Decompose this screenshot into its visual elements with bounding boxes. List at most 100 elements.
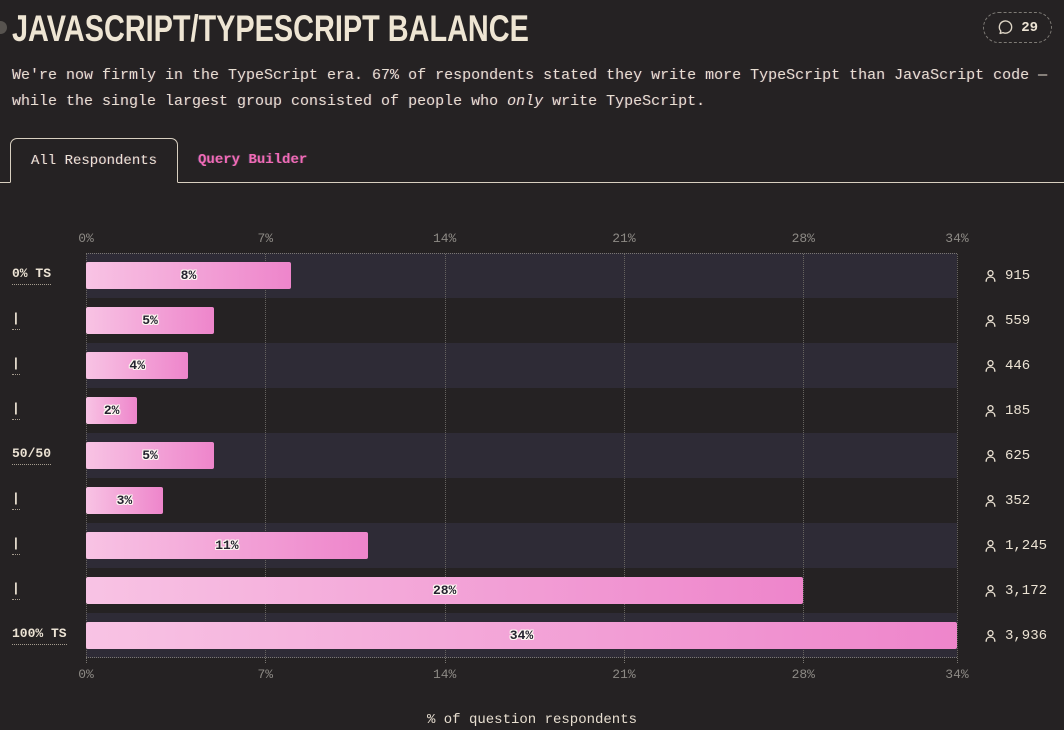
respondent-count: 559 xyxy=(957,298,1052,343)
row-label-text: | xyxy=(12,311,20,330)
row-label-text: 100% TS xyxy=(12,626,67,645)
row-label[interactable]: | xyxy=(12,388,86,433)
axis-tick-label: 14% xyxy=(432,231,457,246)
chart-row: 100% TS 34% 3,936 xyxy=(12,613,1052,658)
axis-tick-label: 28% xyxy=(791,667,815,682)
respondent-count-value: 3,936 xyxy=(1005,627,1048,644)
respondent-count: 3,936 xyxy=(957,613,1052,658)
axis-tick xyxy=(957,658,958,663)
bar-value-label: 11% xyxy=(215,538,239,553)
chart-row: | 11% 1,245 xyxy=(12,523,1052,568)
respondent-count-value: 559 xyxy=(1005,312,1031,329)
page-title: JAVASCRIPT/TYPESCRIPT BALANCE xyxy=(12,8,529,49)
axis-tick xyxy=(86,658,87,663)
tab-query-builder[interactable]: Query Builder xyxy=(178,137,327,182)
row-label-text: 50/50 xyxy=(12,446,52,465)
person-icon xyxy=(984,449,997,463)
row-track: 11% xyxy=(86,523,957,568)
bar-value-label: 34% xyxy=(509,628,534,643)
person-icon xyxy=(984,629,997,643)
row-track: 8% xyxy=(86,253,957,298)
respondent-count: 1,245 xyxy=(957,523,1052,568)
row-label[interactable]: | xyxy=(12,343,86,388)
chart-row: | 28% 3,172 xyxy=(12,568,1052,613)
axis-tick xyxy=(623,658,625,663)
row-track: 2% xyxy=(86,388,957,433)
axis-tick-label: 0% xyxy=(78,231,94,246)
person-icon xyxy=(984,404,997,418)
bar-value-label: 5% xyxy=(142,313,158,328)
bar[interactable]: 4% xyxy=(86,352,189,379)
row-label[interactable]: | xyxy=(12,478,86,523)
respondent-count-value: 446 xyxy=(1005,357,1031,374)
axis-tick-label: 34% xyxy=(945,231,969,246)
respondent-count: 625 xyxy=(957,433,1052,478)
bar-value-label: 4% xyxy=(129,358,146,373)
comments-badge[interactable]: 29 xyxy=(983,12,1052,43)
row-label-text: | xyxy=(12,401,20,420)
bar[interactable]: 34% xyxy=(86,622,957,649)
tab-all-respondents[interactable]: All Respondents xyxy=(10,138,179,183)
axis-tick-label: 0% xyxy=(78,667,94,682)
axis-tick-label: 28% xyxy=(791,231,815,246)
axis-tick-label: 14% xyxy=(432,667,457,682)
respondent-count-value: 352 xyxy=(1005,492,1031,509)
row-label[interactable]: 50/50 xyxy=(12,433,86,478)
axis-top: 0% 7% 14% 21% 28% 34% xyxy=(78,227,969,253)
row-label[interactable]: | xyxy=(12,568,86,613)
bar[interactable]: 5% xyxy=(86,307,215,334)
row-track: 5% xyxy=(86,433,957,478)
axis-tick xyxy=(265,658,267,663)
x-axis-title: % of question respondents xyxy=(426,712,638,728)
person-icon xyxy=(984,584,997,598)
axis-bottom: 0% 7% 14% 21% 28% 34% xyxy=(78,658,969,688)
bar[interactable]: 8% xyxy=(86,262,291,289)
row-label[interactable]: | xyxy=(12,523,86,568)
bar[interactable]: 2% xyxy=(86,397,138,424)
axis-tick-label: 21% xyxy=(612,667,636,682)
axis-tick-label: 7% xyxy=(257,231,274,246)
chart-row: | 4% 446 xyxy=(12,343,1052,388)
row-track: 28% xyxy=(86,568,957,613)
respondent-count: 185 xyxy=(957,388,1052,433)
axis-tick-label: 21% xyxy=(612,231,636,246)
row-label-text: 0% TS xyxy=(12,266,52,285)
chart: 0% 7% 14% 21% 28% 34% 0% TS 8% 915 | xyxy=(0,227,1064,728)
bar-value-label: 3% xyxy=(116,493,133,508)
bar[interactable]: 3% xyxy=(86,487,163,514)
respondent-count-value: 3,172 xyxy=(1005,582,1048,599)
respondent-count: 915 xyxy=(957,253,1052,298)
person-icon xyxy=(984,539,997,553)
axis-tick xyxy=(444,658,446,663)
person-icon xyxy=(984,269,997,283)
person-icon xyxy=(984,314,997,328)
row-label[interactable]: | xyxy=(12,298,86,343)
bar[interactable]: 5% xyxy=(86,442,215,469)
row-label-text: | xyxy=(12,581,20,600)
axis-tick-label: 7% xyxy=(257,667,274,682)
row-label-text: | xyxy=(12,491,20,510)
row-label[interactable]: 0% TS xyxy=(12,253,86,298)
tab-bar: All Respondents Query Builder xyxy=(0,137,1064,183)
row-track: 5% xyxy=(86,298,957,343)
chart-row: 0% TS 8% 915 xyxy=(12,253,1052,298)
chart-row: 50/50 5% 625 xyxy=(12,433,1052,478)
anchor-dot xyxy=(0,21,7,34)
row-label-text: | xyxy=(12,356,20,375)
person-icon xyxy=(984,359,997,373)
bar[interactable]: 28% xyxy=(86,577,804,604)
row-label-text: | xyxy=(12,536,20,555)
chart-row: | 2% 185 xyxy=(12,388,1052,433)
axis-tick xyxy=(803,658,805,663)
row-label[interactable]: 100% TS xyxy=(12,613,86,658)
chart-row: | 3% 352 xyxy=(12,478,1052,523)
section-description: We're now firmly in the TypeScript era. … xyxy=(12,67,1048,110)
person-icon xyxy=(984,494,997,508)
bar[interactable]: 11% xyxy=(86,532,368,559)
plot-region: 0% TS 8% 915 | 5% xyxy=(12,253,1052,658)
row-track: 4% xyxy=(86,343,957,388)
respondent-count: 352 xyxy=(957,478,1052,523)
bar-value-label: 8% xyxy=(180,268,197,283)
respondent-count-value: 915 xyxy=(1005,267,1031,284)
respondent-count: 3,172 xyxy=(957,568,1052,613)
